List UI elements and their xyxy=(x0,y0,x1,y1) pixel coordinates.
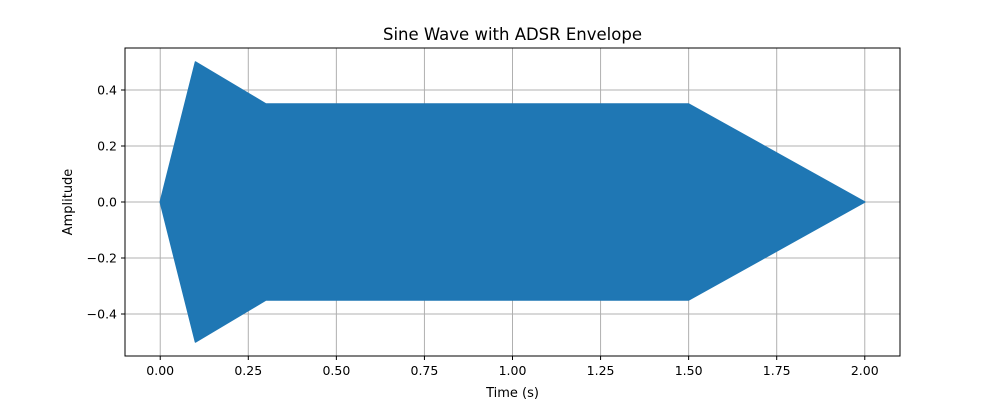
y-tick-label-0: −0.4 xyxy=(87,307,117,322)
x-tick-label-5: 1.25 xyxy=(587,363,615,378)
y-tick-label-1: −0.2 xyxy=(87,251,117,266)
y-tick-label-4: 0.4 xyxy=(97,83,117,98)
x-axis-title: Time (s) xyxy=(485,386,539,400)
y-axis-title: Amplitude xyxy=(61,169,76,236)
x-tick-label-1: 0.25 xyxy=(234,363,262,378)
x-tick-label-4: 1.00 xyxy=(499,363,527,378)
series-0-waveform xyxy=(159,61,866,343)
chart-title: Sine Wave with ADSR Envelope xyxy=(383,25,642,44)
x-tick-label-0: 0.00 xyxy=(146,363,174,378)
x-tick-label-6: 1.50 xyxy=(675,363,703,378)
ticks-layer: 0.00 0.25 0.50 0.75 1.00 1.25 1.50 1.75 2.00 −0.4… xyxy=(87,83,879,379)
x-tick-label-3: 0.75 xyxy=(411,363,439,378)
y-tick-label-3: 0.2 xyxy=(97,139,117,154)
y-tick-label-2: 0.0 xyxy=(97,195,117,210)
x-tick-label-7: 1.75 xyxy=(763,363,791,378)
series-layer xyxy=(159,61,866,343)
x-tick-label-2: 0.50 xyxy=(322,363,350,378)
x-tick-label-8: 2.00 xyxy=(851,363,879,378)
